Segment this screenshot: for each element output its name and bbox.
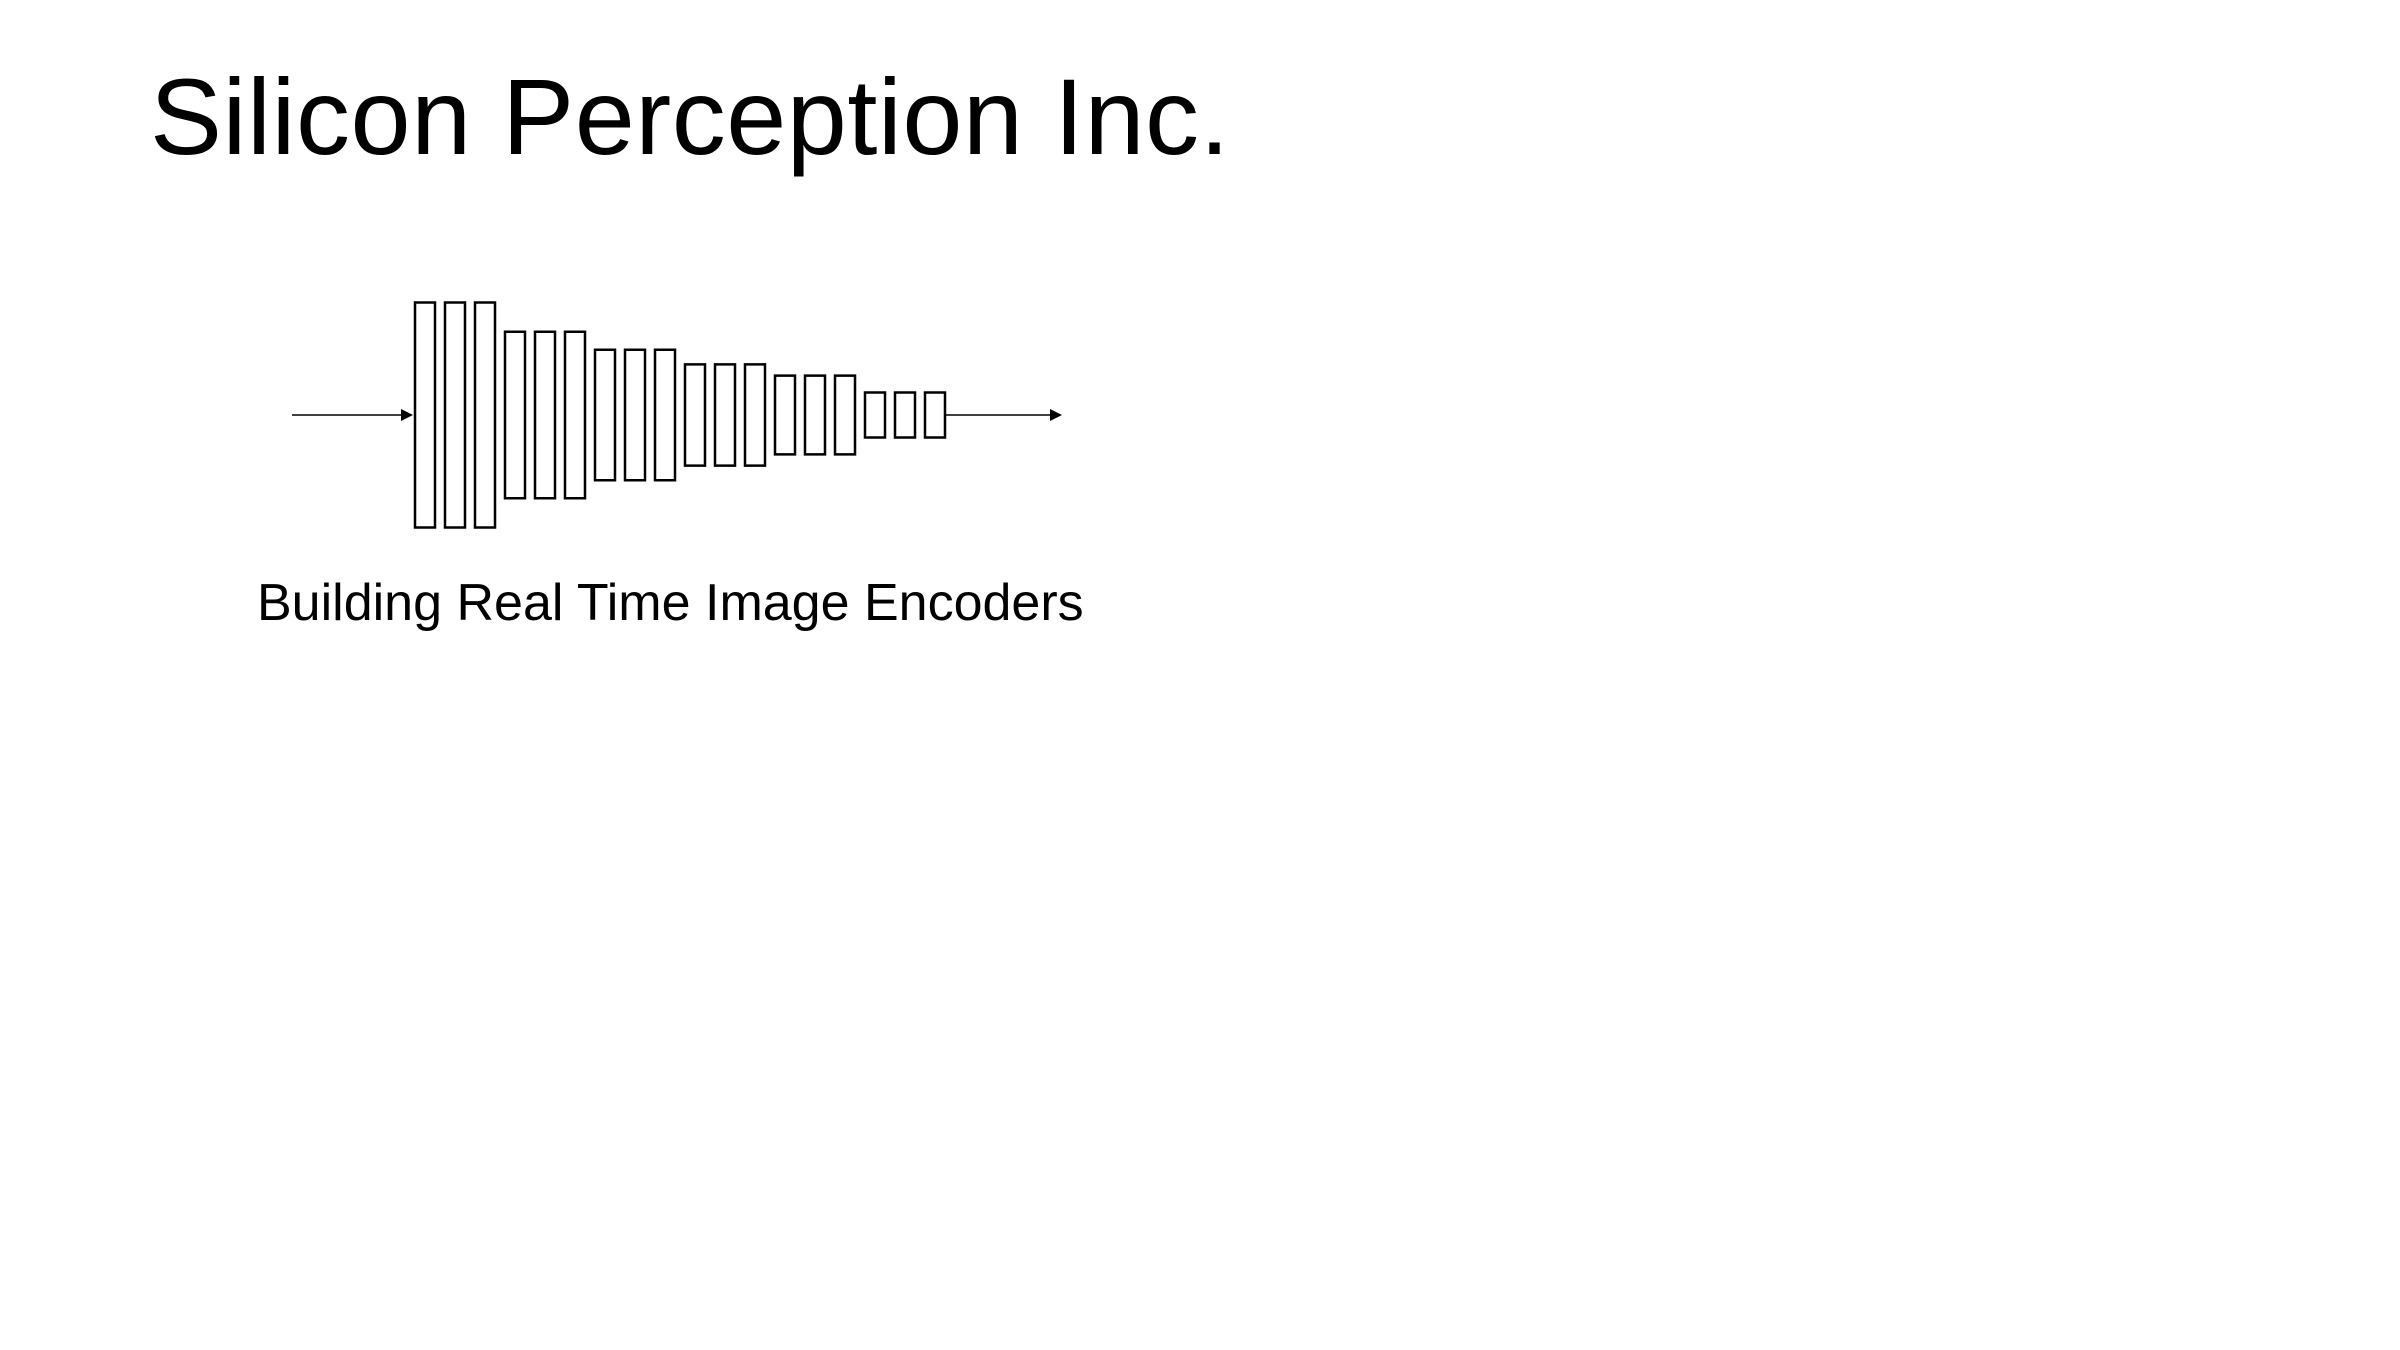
encoder-layer-bar xyxy=(863,391,887,439)
output-arrow-head xyxy=(1050,409,1062,421)
encoder-layer-bar xyxy=(473,301,497,529)
slide-title: Silicon Perception Inc. xyxy=(150,56,1231,177)
encoder-layer-bar xyxy=(923,391,947,439)
input-arrow-head xyxy=(401,409,413,421)
encoder-layer-bar xyxy=(443,301,467,529)
encoder-layer-bar xyxy=(503,330,527,500)
encoder-layer-bar xyxy=(743,363,767,467)
encoder-layer-bar xyxy=(623,348,647,482)
encoder-layer-bar xyxy=(653,348,677,482)
encoder-layer-bar xyxy=(593,348,617,482)
encoder-layer-bar xyxy=(803,374,827,456)
encoder-layer-bar xyxy=(713,363,737,467)
encoder-layer-bar xyxy=(533,330,557,500)
encoder-layer-bar xyxy=(563,330,587,500)
encoder-layer-bar xyxy=(833,374,857,456)
encoder-layer-bar xyxy=(893,391,917,439)
encoder-layer-bar xyxy=(413,301,437,529)
encoder-layer-bar xyxy=(773,374,797,456)
encoder-diagram xyxy=(292,301,1062,529)
encoder-layer-bar xyxy=(683,363,707,467)
slide-subtitle: Building Real Time Image Encoders xyxy=(257,574,1084,632)
encoder-diagram-group xyxy=(292,301,1062,529)
